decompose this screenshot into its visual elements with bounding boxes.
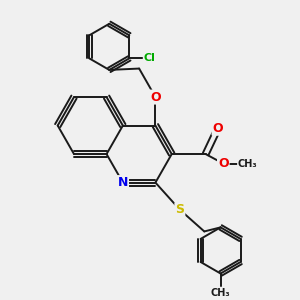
Text: S: S bbox=[176, 203, 184, 216]
Text: CH₃: CH₃ bbox=[211, 287, 230, 298]
Text: O: O bbox=[213, 122, 223, 135]
Text: CH₃: CH₃ bbox=[238, 159, 257, 169]
Text: O: O bbox=[218, 157, 229, 170]
Text: Cl: Cl bbox=[144, 53, 156, 63]
Text: N: N bbox=[118, 176, 128, 189]
Text: O: O bbox=[150, 91, 161, 103]
